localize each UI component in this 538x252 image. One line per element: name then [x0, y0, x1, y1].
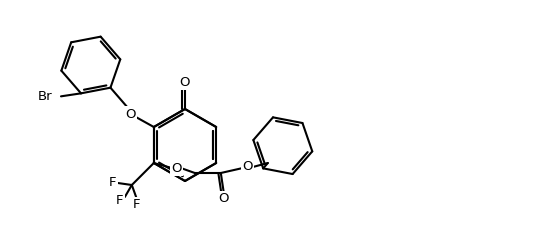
Text: Br: Br [37, 90, 52, 103]
Text: F: F [109, 176, 117, 190]
Text: O: O [243, 160, 253, 173]
Text: O: O [172, 162, 182, 174]
Text: F: F [116, 195, 124, 207]
Text: F: F [133, 199, 140, 211]
Text: O: O [218, 193, 229, 205]
Text: O: O [125, 108, 136, 120]
Text: O: O [180, 76, 190, 88]
